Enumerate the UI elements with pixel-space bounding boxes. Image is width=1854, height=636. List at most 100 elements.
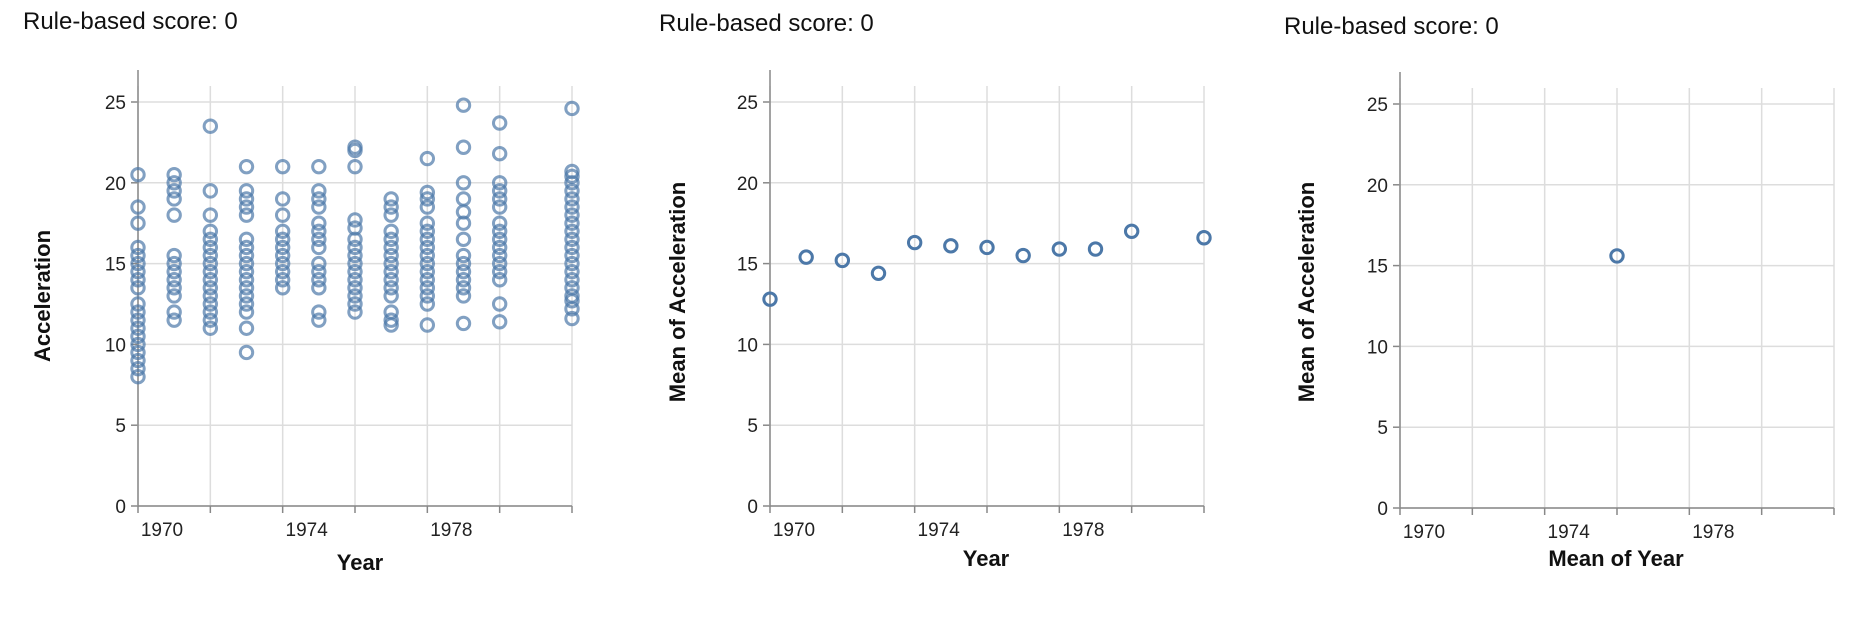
y-tick-label: 5 bbox=[747, 416, 758, 437]
data-point bbox=[383, 199, 399, 215]
data-point bbox=[202, 183, 219, 199]
data-point bbox=[238, 158, 255, 175]
data-point bbox=[238, 263, 255, 280]
data-point bbox=[491, 146, 508, 162]
data-point bbox=[383, 272, 399, 288]
data-point bbox=[347, 288, 363, 304]
data-point bbox=[202, 320, 219, 336]
data-point bbox=[274, 231, 291, 248]
data-point bbox=[202, 280, 219, 296]
data-point bbox=[834, 252, 851, 269]
data-point bbox=[130, 360, 146, 377]
data-point bbox=[130, 167, 146, 183]
data-point bbox=[419, 231, 436, 248]
data-point bbox=[130, 296, 146, 312]
data-point bbox=[419, 296, 436, 312]
data-point bbox=[166, 304, 182, 320]
x-tick-label: 1978 bbox=[430, 520, 472, 541]
y-tick-label: 20 bbox=[105, 174, 126, 195]
data-point bbox=[166, 207, 182, 223]
data-point bbox=[130, 215, 146, 231]
x-tick-label: 1970 bbox=[1403, 522, 1445, 543]
data-point bbox=[564, 207, 580, 223]
data-point bbox=[166, 191, 182, 207]
data-point bbox=[564, 223, 580, 239]
data-point bbox=[564, 263, 580, 280]
data-point bbox=[455, 272, 472, 288]
data-point bbox=[311, 304, 327, 320]
data-point bbox=[130, 336, 146, 353]
x-tick-label: 1970 bbox=[141, 520, 183, 541]
data-point bbox=[491, 314, 508, 330]
data-point bbox=[347, 239, 363, 256]
data-point bbox=[166, 183, 182, 199]
y-tick-label: 5 bbox=[115, 416, 126, 437]
y-tick-label: 15 bbox=[105, 255, 126, 276]
data-point bbox=[1051, 241, 1068, 257]
data-point bbox=[202, 207, 219, 223]
x-tick-label: 1974 bbox=[286, 520, 329, 541]
data-point bbox=[1123, 223, 1140, 239]
data-point bbox=[166, 288, 182, 304]
data-point bbox=[419, 247, 436, 264]
data-point bbox=[238, 344, 255, 361]
data-point bbox=[311, 183, 327, 199]
y-tick-label: 5 bbox=[1377, 418, 1388, 439]
data-point bbox=[347, 255, 363, 272]
data-point bbox=[347, 263, 363, 280]
data-point bbox=[491, 231, 508, 248]
data-point bbox=[311, 158, 327, 175]
data-point bbox=[383, 263, 399, 280]
data-point bbox=[166, 263, 182, 280]
x-tick-label: 1974 bbox=[1548, 522, 1591, 543]
data-point bbox=[383, 239, 399, 256]
y-tick-label: 15 bbox=[737, 255, 758, 276]
y-axis-title: Mean of Acceleration bbox=[665, 182, 690, 402]
data-point bbox=[347, 158, 363, 175]
data-point bbox=[347, 272, 363, 288]
x-tick-label: 1978 bbox=[1062, 520, 1104, 541]
data-point bbox=[564, 272, 580, 288]
scatter-chart-1: 0 5 10 15 20 25 1970 1974 1978 Year Acceleration bbox=[30, 70, 580, 575]
data-point bbox=[564, 183, 580, 199]
data-point bbox=[238, 296, 255, 312]
data-point bbox=[455, 139, 472, 155]
data-point bbox=[202, 263, 219, 280]
data-point bbox=[202, 247, 219, 264]
data-point bbox=[383, 191, 399, 207]
y-tick-label: 20 bbox=[737, 174, 758, 195]
data-point bbox=[166, 272, 182, 288]
data-point bbox=[491, 223, 508, 239]
data-point bbox=[419, 255, 436, 272]
data-point bbox=[455, 288, 472, 304]
data-point bbox=[238, 320, 255, 336]
data-point bbox=[347, 296, 363, 312]
data-point bbox=[311, 223, 327, 239]
data-point bbox=[347, 142, 363, 159]
data-point bbox=[274, 263, 291, 280]
data-point bbox=[274, 255, 291, 272]
data-point bbox=[419, 280, 436, 296]
data-point bbox=[238, 288, 255, 304]
data-point bbox=[166, 255, 182, 272]
data-point bbox=[564, 301, 580, 317]
data-point bbox=[564, 231, 580, 248]
data-point bbox=[274, 158, 291, 175]
data-point bbox=[564, 100, 580, 117]
data-point bbox=[383, 317, 399, 333]
data-point bbox=[274, 247, 291, 264]
data-point bbox=[491, 263, 508, 280]
y-tick-label: 20 bbox=[1367, 176, 1388, 197]
score-label: Rule-based score: 0 bbox=[1284, 13, 1499, 40]
data-point bbox=[1087, 241, 1104, 257]
data-point bbox=[274, 272, 291, 288]
data-point bbox=[130, 352, 146, 369]
y-tick-label: 15 bbox=[1367, 257, 1388, 278]
data-point bbox=[347, 304, 363, 320]
scatter-chart-3: 0 5 10 15 20 25 1970 1974 1978 Mean of Year Mean o… bbox=[1294, 72, 1835, 571]
data-point bbox=[564, 239, 580, 256]
data-point bbox=[491, 239, 508, 256]
y-tick-label: 0 bbox=[747, 497, 758, 518]
data-point bbox=[311, 231, 327, 248]
data-point bbox=[455, 97, 472, 113]
